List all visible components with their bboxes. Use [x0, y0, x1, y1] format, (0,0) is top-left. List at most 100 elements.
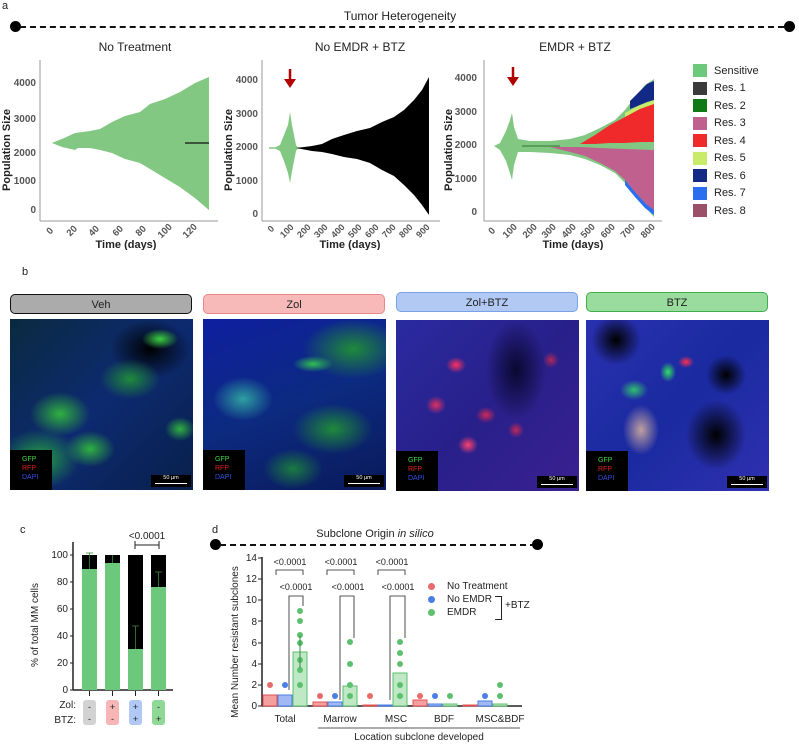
title-italic: in silico	[397, 528, 434, 540]
title-plain: Subclone Origin	[316, 528, 398, 540]
svg-text:600: 600	[363, 222, 381, 240]
svg-text:3000: 3000	[236, 109, 259, 120]
panel-b-letter: b	[22, 266, 29, 278]
svg-text:<0.0001: <0.0001	[280, 582, 313, 592]
legend-label: Res. 4	[714, 134, 746, 147]
legend-item: EMDR	[428, 606, 508, 619]
svg-text:<0.0001: <0.0001	[325, 557, 358, 567]
timeline-dashed-line	[220, 544, 536, 546]
timeline-end-dot	[784, 21, 795, 32]
chart-no-treatment: 4000 3000 2000 1000 0 Population Size 0 …	[1, 60, 218, 250]
svg-text:200: 200	[521, 222, 540, 241]
svg-text:+: +	[133, 702, 138, 712]
legend-item: Res. 7	[693, 185, 759, 203]
legend-item: Res. 8	[693, 202, 759, 220]
legend-swatch	[693, 116, 707, 130]
legend-population: Sensitive Res. 1 Res. 2 Res. 3 Res. 4 Re…	[693, 62, 759, 220]
legend-item: No Treatment	[428, 580, 508, 593]
svg-text:<0.0001: <0.0001	[382, 582, 415, 592]
legend-item: Sensitive	[693, 62, 759, 80]
legend-label: No EMDR	[447, 594, 493, 605]
header-veh: Veh	[10, 294, 192, 314]
svg-text:4000: 4000	[455, 73, 478, 84]
chart-no-emdr-btz: 4000 3000 2000 1000 0 Population Size 0 …	[223, 60, 440, 250]
key-dapi: DAPI	[215, 474, 232, 481]
svg-text:0: 0	[62, 685, 68, 696]
scale-bar: 50 µm	[344, 475, 384, 487]
svg-text:Population Size: Population Size	[223, 109, 235, 191]
svg-text:0: 0	[251, 701, 257, 712]
svg-text:Time (days): Time (days)	[320, 239, 381, 250]
svg-text:0: 0	[30, 205, 36, 216]
scale-bar: 50 µm	[151, 475, 191, 487]
svg-text:100: 100	[278, 222, 296, 240]
svg-text:<0.0001: <0.0001	[274, 557, 307, 567]
btz-bracket	[495, 596, 502, 620]
header-zol-btz: Zol+BTZ	[396, 292, 578, 312]
svg-text:100: 100	[156, 222, 175, 241]
svg-text:0: 0	[486, 225, 498, 237]
category-marrow: Marrow	[323, 714, 357, 725]
micrograph-zol-btz: GFP RFP DAPI 50 µm	[396, 320, 579, 491]
legend-label: Res. 7	[714, 187, 746, 200]
svg-text:300: 300	[540, 222, 559, 241]
svg-text:400: 400	[560, 222, 579, 241]
legend-label: Res. 6	[714, 169, 746, 182]
key-dapi: DAPI	[408, 475, 425, 482]
legend-label: EMDR	[447, 607, 477, 618]
svg-text:120: 120	[181, 222, 200, 241]
svg-text:Time (days): Time (days)	[543, 239, 604, 250]
svg-text:3000: 3000	[455, 107, 478, 118]
subplot-title-no-treatment: No Treatment	[98, 40, 172, 54]
legend-swatch	[693, 204, 707, 218]
svg-text:10: 10	[246, 595, 258, 606]
chart-emdr-btz: 4000 3000 2000 1000 0 Population Size 0 …	[443, 60, 662, 250]
legend-item: Res. 1	[693, 80, 759, 98]
channel-key: GFP RFP DAPI	[203, 450, 245, 490]
svg-text:-: -	[157, 702, 160, 712]
scale-bar: 50 µm	[537, 476, 577, 488]
svg-text:+: +	[133, 714, 138, 724]
key-gfp: GFP	[408, 457, 423, 464]
key-gfp: GFP	[22, 456, 37, 463]
svg-text:14: 14	[246, 553, 258, 564]
svg-text:700: 700	[619, 222, 638, 241]
legend-label: Sensitive	[714, 64, 759, 77]
svg-text:0: 0	[44, 225, 56, 237]
category-msc: MSC	[385, 714, 407, 725]
svg-text:60: 60	[111, 224, 126, 239]
svg-text:-: -	[88, 702, 91, 712]
timeline-start-dot	[10, 21, 21, 32]
y-axis-label: % of total MM cells	[30, 583, 41, 667]
legend-swatch	[693, 81, 707, 95]
header-btz: BTZ	[586, 292, 768, 312]
legend-label: Res. 8	[714, 204, 746, 217]
key-gfp: GFP	[215, 456, 230, 463]
svg-text:1000: 1000	[455, 174, 478, 185]
svg-text:20: 20	[57, 658, 69, 669]
svg-text:4000: 4000	[14, 78, 37, 89]
svg-text:60: 60	[57, 604, 69, 615]
svg-text:1000: 1000	[236, 176, 259, 187]
channel-key: GFP RFP DAPI	[10, 450, 52, 490]
panel-d-title: Subclone Origin in silico	[300, 528, 450, 540]
svg-text:12: 12	[246, 574, 258, 585]
legend-label: Res. 2	[714, 99, 746, 112]
svg-text:0: 0	[252, 209, 258, 220]
svg-text:400: 400	[329, 222, 347, 240]
svg-text:600: 600	[599, 222, 618, 241]
channel-key: GFP RFP DAPI	[586, 451, 628, 491]
svg-text:900: 900	[414, 222, 432, 240]
chart-subclone-origin: Mean Number resistant subclones 0 2 4 6 …	[230, 553, 524, 743]
svg-text:<0.0001: <0.0001	[376, 557, 409, 567]
timeline-dashed-line	[20, 26, 784, 28]
svg-text:0: 0	[471, 207, 477, 218]
svg-text:3000: 3000	[14, 114, 37, 125]
micrograph-zol: GFP RFP DAPI 50 µm	[203, 319, 386, 490]
svg-text:Population Size: Population Size	[443, 109, 455, 191]
svg-text:1000: 1000	[14, 176, 37, 187]
svg-text:2000: 2000	[14, 148, 37, 159]
legend-item: Res. 2	[693, 97, 759, 115]
scale-bar-label: 50 µm	[549, 476, 565, 482]
svg-text:0: 0	[266, 224, 277, 235]
